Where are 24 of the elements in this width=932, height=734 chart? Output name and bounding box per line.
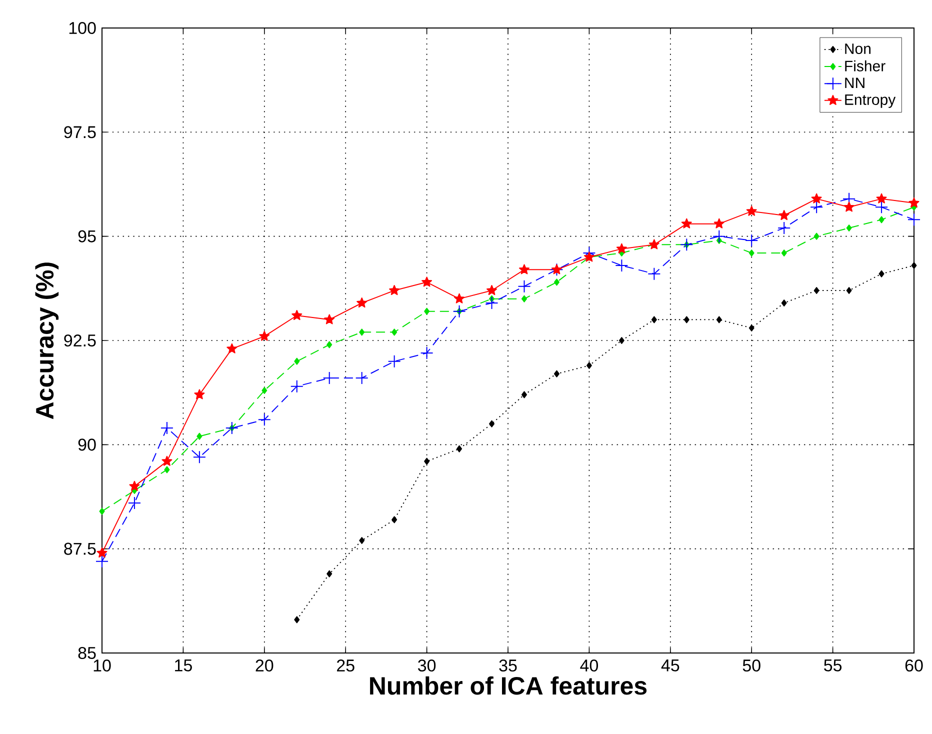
- x-tick-label: 10: [94, 660, 111, 672]
- x-tick-label: 60: [905, 660, 923, 672]
- x-tick-label: 55: [824, 660, 842, 672]
- x-tick-label: 30: [418, 660, 436, 672]
- x-tick-label: 45: [661, 660, 680, 672]
- x-tick-label: 35: [499, 660, 517, 672]
- y-tick-label: 97.5: [64, 126, 96, 138]
- y-tick-label: 100: [69, 22, 96, 34]
- x-tick-label: 40: [580, 660, 598, 672]
- y-tick-label: 95: [78, 230, 96, 242]
- y-tick-label: 90: [78, 438, 96, 451]
- legend-label: Entropy: [845, 94, 896, 108]
- x-tick-label: 15: [175, 660, 192, 672]
- legend-label: NN: [845, 78, 864, 88]
- y-axis-title: Accuracy (%): [35, 262, 59, 420]
- y-tick-label: 92.5: [64, 334, 96, 347]
- x-axis-title: Number of ICA features: [370, 676, 647, 695]
- legend-label: Non: [845, 44, 870, 54]
- x-tick-label: 20: [256, 660, 274, 672]
- x-tick-label: 25: [337, 660, 354, 672]
- y-tick-label: 85: [78, 646, 96, 660]
- x-tick-label: 50: [742, 660, 760, 672]
- legend-label: Fisher: [845, 60, 886, 72]
- y-tick-label: 87.5: [64, 542, 96, 555]
